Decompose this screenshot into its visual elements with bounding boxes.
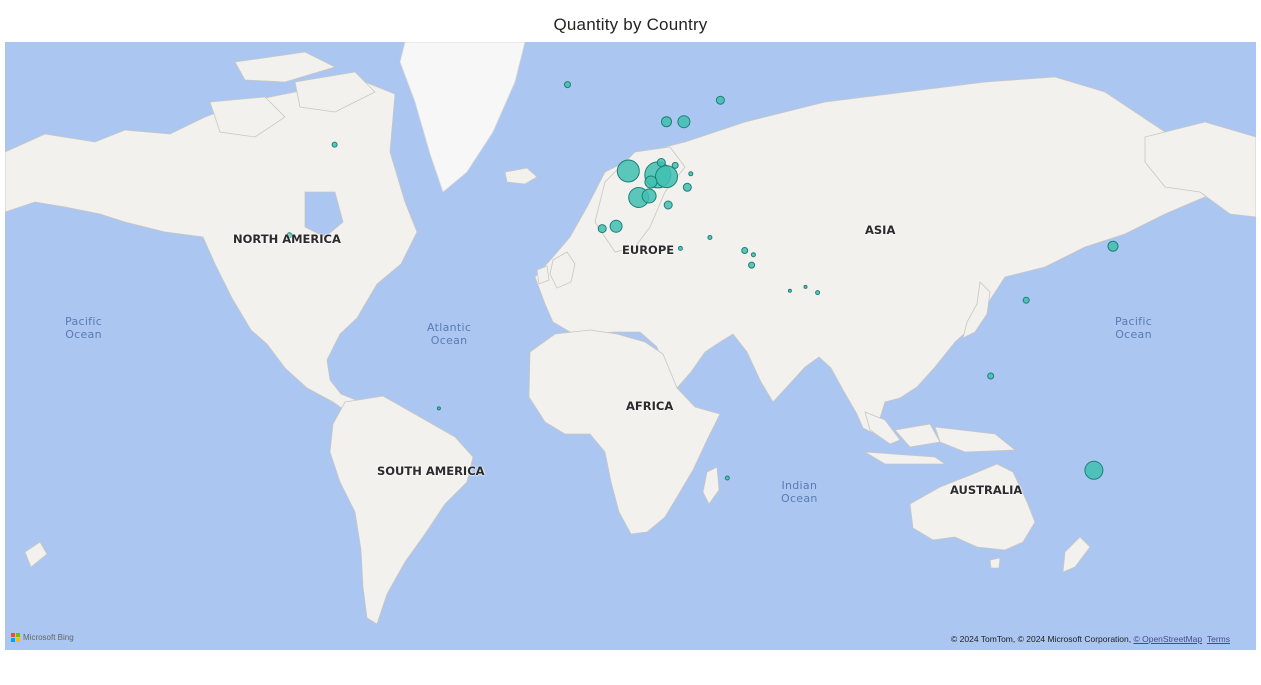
- country-bubble-30[interactable]: [724, 475, 730, 481]
- country-bubble-24[interactable]: [803, 284, 808, 289]
- label-indian-ocean-line1: Indian: [781, 479, 818, 492]
- chart-title: Quantity by Country: [553, 15, 708, 34]
- country-bubble-14[interactable]: [677, 115, 691, 129]
- japan-landmass: [962, 281, 991, 339]
- country-bubble-13[interactable]: [597, 224, 607, 234]
- tierra-del-fuego: [24, 541, 48, 568]
- country-bubble-27[interactable]: [1107, 240, 1119, 252]
- country-bubble-20[interactable]: [741, 247, 749, 254]
- label-atlantic-ocean-line1: Atlantic: [427, 321, 472, 334]
- label-indian-ocean-line2: Ocean: [781, 492, 818, 505]
- country-bubble-1[interactable]: [616, 159, 640, 183]
- country-bubble-11[interactable]: [663, 200, 673, 210]
- bing-logo-text: Microsoft Bing: [23, 633, 74, 642]
- uk-landmass: [536, 251, 576, 289]
- label-atlantic-ocean: Atlantic Ocean: [427, 321, 471, 347]
- country-bubble-9[interactable]: [682, 182, 692, 192]
- greenland-landmass: [399, 42, 526, 193]
- label-africa: AFRICA: [626, 399, 674, 413]
- country-bubble-12[interactable]: [609, 219, 623, 233]
- openstreetmap-link[interactable]: © OpenStreetMap: [1133, 634, 1203, 644]
- label-indian-ocean: Indian Ocean: [781, 479, 818, 505]
- map-canvas[interactable]: NORTH AMERICA SOUTH AMERICA EUROPE AFRIC…: [5, 42, 1256, 650]
- label-australia: AUSTRALIA: [950, 483, 1023, 497]
- australia-landmass: [909, 463, 1036, 551]
- country-bubble-28[interactable]: [987, 372, 995, 380]
- country-bubble-18[interactable]: [707, 235, 713, 240]
- africa-landmass: [528, 329, 721, 535]
- country-bubble-21[interactable]: [750, 252, 756, 258]
- label-pacific-ocean-west-line2: Ocean: [65, 328, 102, 341]
- country-bubble-10[interactable]: [688, 171, 694, 177]
- south-america-landmass: [329, 395, 474, 625]
- attribution-text: © 2024 TomTom, © 2024 Microsoft Corporat…: [951, 634, 1134, 644]
- country-bubble-29[interactable]: [1084, 460, 1104, 480]
- country-bubble-22[interactable]: [748, 261, 756, 269]
- country-bubble-17[interactable]: [564, 81, 571, 89]
- country-bubble-8[interactable]: [671, 161, 679, 169]
- country-bubble-32[interactable]: [331, 141, 338, 148]
- label-atlantic-ocean-line2: Ocean: [430, 334, 468, 347]
- label-europe: EUROPE: [622, 243, 675, 257]
- alaska-right-landmass: [1144, 121, 1256, 218]
- country-bubble-25[interactable]: [815, 290, 821, 296]
- country-bubble-15[interactable]: [661, 116, 672, 128]
- country-bubble-3[interactable]: [655, 165, 678, 189]
- label-pacific-ocean-west: Pacific Ocean: [65, 315, 102, 341]
- southeast-asia-islands: [864, 411, 1017, 465]
- label-pacific-ocean-east-line2: Ocean: [1115, 328, 1152, 341]
- madagascar-landmass: [702, 466, 720, 505]
- world-map: [5, 42, 1256, 625]
- bubble-layer: [286, 81, 1119, 481]
- new-zealand-landmass: [989, 536, 1091, 573]
- country-bubble-26[interactable]: [1022, 296, 1030, 304]
- country-bubble-23[interactable]: [787, 288, 792, 293]
- country-bubble-33[interactable]: [286, 232, 293, 239]
- terms-link[interactable]: Terms: [1206, 634, 1230, 644]
- iceland-landmass: [504, 167, 538, 185]
- label-pacific-ocean-east-line1: Pacific: [1115, 315, 1153, 328]
- arctic-islands: [209, 51, 376, 138]
- label-north-america: NORTH AMERICA: [233, 232, 341, 246]
- country-bubble-31[interactable]: [436, 406, 441, 411]
- label-south-america: SOUTH AMERICA: [377, 464, 485, 478]
- country-bubble-16[interactable]: [715, 95, 725, 105]
- label-pacific-ocean-west-line1: Pacific: [65, 315, 103, 328]
- country-bubble-19[interactable]: [677, 245, 683, 251]
- microsoft-bing-logo: Microsoft Bing: [11, 633, 74, 642]
- label-pacific-ocean-east: Pacific Ocean: [1115, 315, 1152, 341]
- country-bubble-4[interactable]: [644, 175, 658, 189]
- label-asia: ASIA: [865, 223, 896, 237]
- country-bubble-7[interactable]: [656, 158, 666, 167]
- north-america-landmass: [5, 81, 418, 415]
- microsoft-logo-icon: [11, 633, 20, 642]
- map-attribution: © 2024 TomTom, © 2024 Microsoft Corporat…: [951, 634, 1230, 644]
- country-bubble-6[interactable]: [641, 188, 657, 204]
